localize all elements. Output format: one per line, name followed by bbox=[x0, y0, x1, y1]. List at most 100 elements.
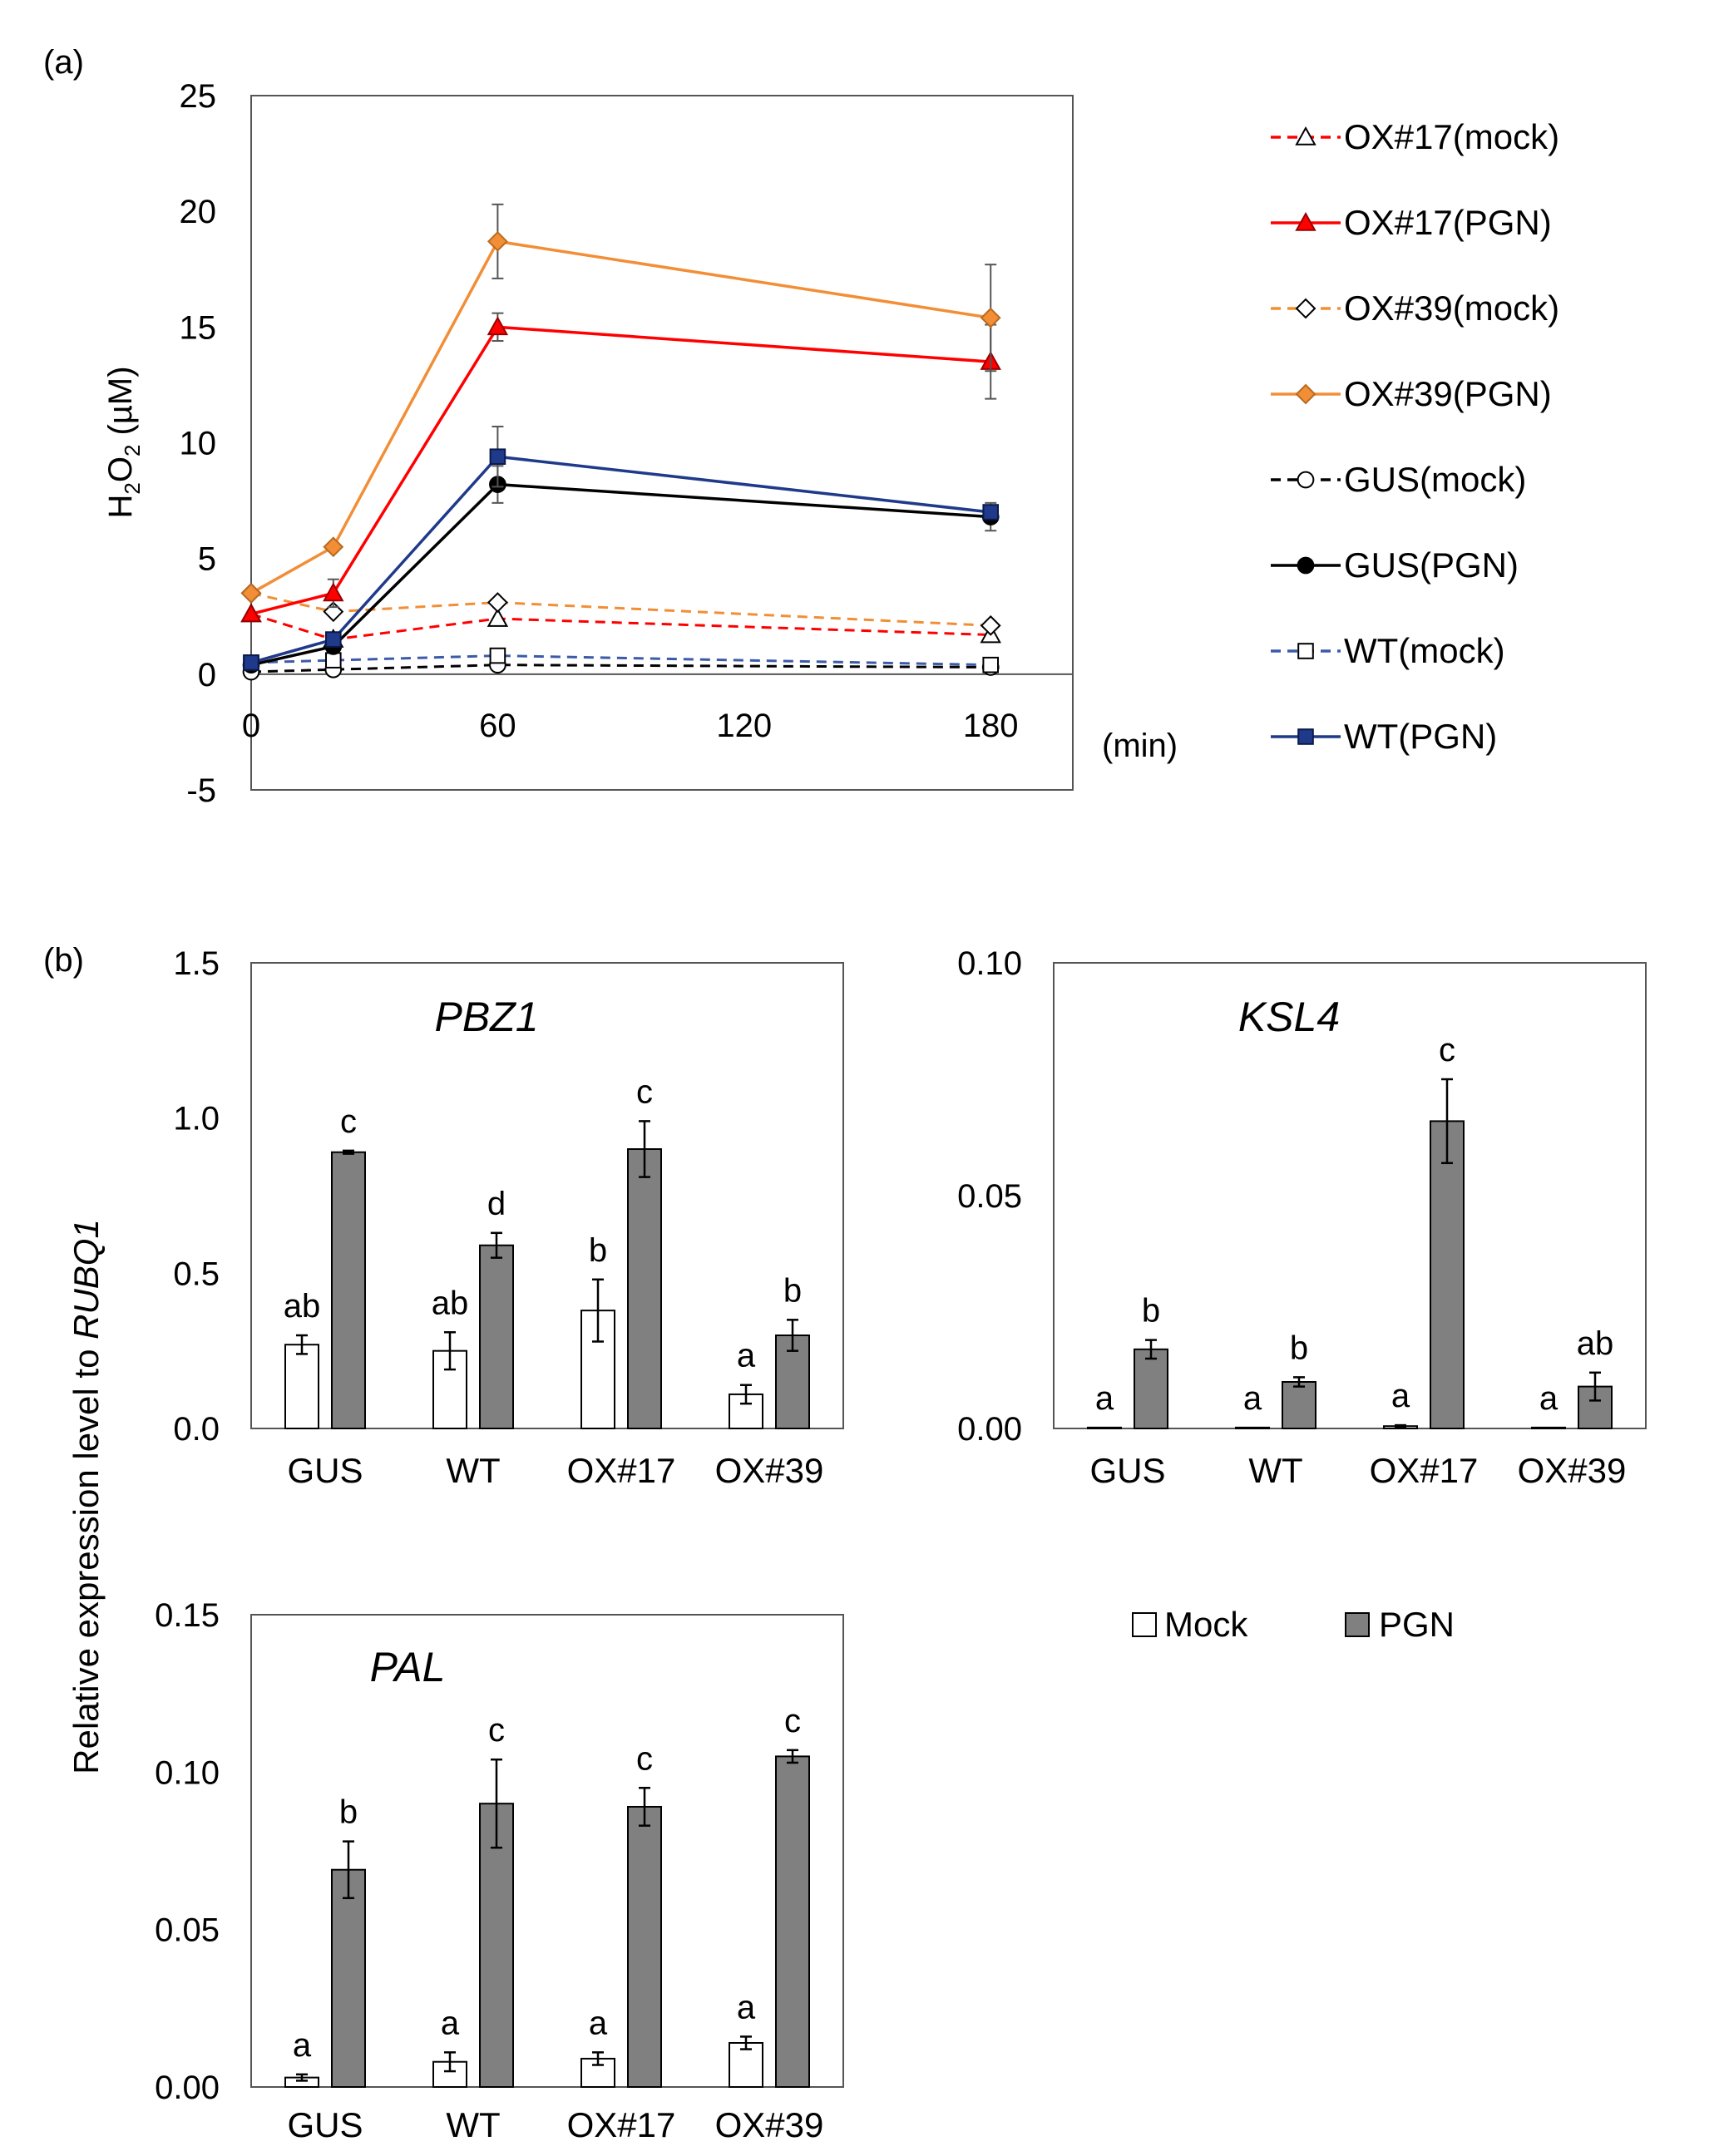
significance-letter: b bbox=[783, 1272, 802, 1309]
y-tick-label: 0.0 bbox=[173, 1411, 220, 1448]
panel-a-x-ticks: 0 60 120 180 bbox=[242, 708, 1019, 744]
panel-a-series-line bbox=[250, 239, 991, 595]
category-label: OX#39 bbox=[1518, 1451, 1627, 1490]
panel-ksl4-bar-chart: KSL4 0.100.050.00GUSabWTabOX#17acOX#39aa… bbox=[957, 945, 1647, 1490]
panel-a-data-point bbox=[980, 307, 1001, 328]
panel-a-legend-marker bbox=[1295, 211, 1316, 231]
y-tick-label: 0.05 bbox=[957, 1178, 1022, 1215]
panel-a-y-tick-label: 5 bbox=[198, 541, 216, 578]
panel-a-data-point bbox=[323, 582, 344, 602]
category-label: WT bbox=[446, 2105, 500, 2144]
panel-a-series-line bbox=[250, 654, 991, 667]
panel-a-legend-marker bbox=[1297, 471, 1315, 489]
panel-a-legend-marker bbox=[1295, 126, 1316, 146]
y-tick-label: 0.00 bbox=[957, 1411, 1022, 1448]
panel-a-legend-marker bbox=[1297, 728, 1314, 745]
panel-a-data-point bbox=[240, 603, 262, 623]
significance-letter: a bbox=[1095, 1380, 1114, 1417]
category-label: GUS bbox=[287, 1451, 363, 1490]
category-label: OX#17 bbox=[567, 1451, 676, 1490]
significance-letter: ab bbox=[1577, 1325, 1614, 1362]
panel-a-legend-marker bbox=[1295, 298, 1316, 319]
panel-a-x-axis-title: (min) bbox=[1102, 728, 1178, 764]
significance-letter: d bbox=[487, 1186, 506, 1222]
panel-a-data-point bbox=[487, 592, 508, 613]
panel-a-data-point bbox=[489, 448, 506, 466]
panel-a-y-tick-label: 15 bbox=[180, 309, 217, 346]
y-tick-label: 0.00 bbox=[155, 2070, 220, 2106]
pgn-bar bbox=[627, 1148, 662, 1429]
panel-a-legend-marker bbox=[1297, 643, 1314, 659]
pgn-bar bbox=[331, 1868, 366, 2088]
mock-bar bbox=[729, 2041, 763, 2088]
significance-letter: c bbox=[340, 1103, 357, 1140]
panel-a-series-line bbox=[250, 613, 991, 641]
pgn-bar bbox=[1430, 1120, 1465, 1430]
panel-a-series-line bbox=[250, 664, 991, 673]
legend-pgn-label: PGN bbox=[1379, 1605, 1455, 1644]
significance-letter: a bbox=[441, 2005, 460, 2041]
panel-b-label: (b) bbox=[43, 942, 84, 979]
panel-a-label: (a) bbox=[43, 44, 84, 81]
panel-a-y-tick-label: 25 bbox=[180, 78, 217, 115]
pbz1-gene-title: PBZ1 bbox=[434, 994, 538, 1040]
category-label: WT bbox=[1248, 1451, 1302, 1490]
panel-a-data-point bbox=[980, 614, 1001, 636]
significance-letter: a bbox=[1243, 1380, 1262, 1417]
panel-a-y-tick-label: 10 bbox=[180, 426, 217, 462]
panel-a-data-point bbox=[489, 647, 506, 664]
pal-bars: 0.15 0.10 0.05 0.00 GUS a b WT a c OX#17 a c OX#39 a c bbox=[155, 1597, 823, 2144]
panel-a-series-line bbox=[250, 325, 991, 616]
category-label: GUS bbox=[1089, 1451, 1165, 1490]
panel-a-y-axis-title: H2O2 (µM) bbox=[102, 366, 145, 518]
mock-bar bbox=[580, 2057, 615, 2088]
panel-a-x-tick-label: 120 bbox=[716, 708, 772, 744]
significance-letter: b bbox=[339, 1794, 358, 1831]
significance-letter: c bbox=[636, 1740, 653, 1777]
panel-a-data-point bbox=[982, 656, 1000, 673]
legend-pgn-swatch bbox=[1345, 1612, 1370, 1637]
panel-a-data-point bbox=[487, 316, 509, 336]
significance-letter: a bbox=[1539, 1380, 1559, 1417]
significance-letter: b bbox=[1290, 1330, 1308, 1366]
pbz1-plot-frame bbox=[250, 962, 844, 1429]
significance-letter: b bbox=[1142, 1293, 1160, 1330]
significance-letter: ab bbox=[432, 1285, 469, 1321]
panel-a-legend: OX#17(mock) OX#17(PGN) OX#39(mock) OX#39(PG… bbox=[1271, 117, 1559, 756]
y-tick-label: 0.05 bbox=[155, 1912, 220, 1949]
category-label: OX#39 bbox=[715, 1451, 824, 1490]
pal-gene-title: PAL bbox=[370, 1644, 446, 1690]
ksl4-plot-frame bbox=[1053, 962, 1647, 1429]
mock-bar bbox=[284, 1344, 319, 1429]
significance-letter: ab bbox=[284, 1288, 321, 1325]
pgn-bar bbox=[479, 1803, 514, 2088]
panel-a-legend-label: OX#39(PGN) bbox=[1344, 374, 1552, 413]
bar-legend: Mock PGN bbox=[1132, 1605, 1455, 1644]
panel-a-legend-label: GUS(mock) bbox=[1344, 460, 1526, 499]
pgn-bar bbox=[627, 1805, 662, 2088]
panel-a-legend-label: WT(PGN) bbox=[1344, 717, 1497, 756]
panel-a-legend-marker bbox=[1297, 556, 1315, 575]
panel-a-y-tick-label: 0 bbox=[198, 657, 216, 693]
legend-mock-swatch bbox=[1132, 1612, 1157, 1637]
panel-a-data-point bbox=[323, 536, 344, 558]
y-tick-label: 1.0 bbox=[173, 1101, 220, 1137]
panel-a-data-point bbox=[487, 230, 508, 252]
significance-letter: a bbox=[737, 1338, 756, 1374]
panel-a-series-line bbox=[250, 482, 991, 667]
category-label: OX#39 bbox=[715, 2105, 824, 2144]
panel-pal-bar-chart: PAL 0.15 0.10 0.05 0.00 GUS a b WT a c OX#17 a c OX#3… bbox=[155, 1597, 844, 2144]
y-tick-label: 1.5 bbox=[173, 945, 220, 982]
panel-a-series-line bbox=[250, 455, 991, 664]
y-tick-label: 0.10 bbox=[155, 1754, 220, 1791]
panel-a-x-tick-label: 0 bbox=[242, 708, 260, 744]
y-tick-label: 0.10 bbox=[957, 945, 1022, 982]
significance-letter: a bbox=[589, 2005, 608, 2041]
panel-a-legend-label: OX#39(mock) bbox=[1344, 289, 1559, 328]
panel-a-y-tick-label: 20 bbox=[180, 194, 217, 230]
panel-a-data-point bbox=[487, 607, 509, 627]
panel-a-series bbox=[240, 203, 1001, 681]
